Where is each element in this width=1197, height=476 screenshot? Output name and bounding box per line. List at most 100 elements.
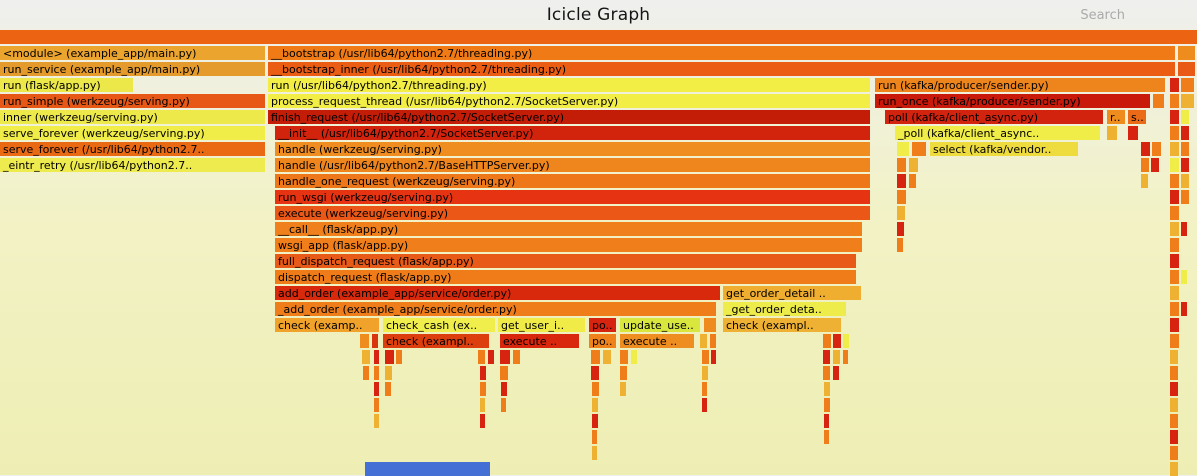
- frame-bar[interactable]: get_order_detail ..: [723, 286, 861, 300]
- frame-bar[interactable]: [1170, 286, 1179, 300]
- frame-bar[interactable]: [1170, 270, 1179, 284]
- frame-bar[interactable]: _poll (kafka/client_async..: [895, 126, 1100, 140]
- frame-bar[interactable]: [385, 350, 394, 364]
- frame-bar[interactable]: [620, 350, 628, 364]
- frame-bar[interactable]: [1141, 174, 1148, 188]
- frame-bar[interactable]: [1170, 446, 1178, 460]
- frame-bar[interactable]: [824, 398, 830, 412]
- frame-bar[interactable]: [823, 334, 831, 348]
- frame-bar[interactable]: [1170, 382, 1178, 396]
- frame-bar[interactable]: [1170, 414, 1178, 428]
- frame-bar[interactable]: [823, 350, 830, 364]
- frame-bar[interactable]: [912, 142, 926, 156]
- frame-bar[interactable]: [897, 206, 905, 220]
- frame-bar[interactable]: [1170, 222, 1179, 236]
- frame-bar[interactable]: [1170, 142, 1179, 156]
- frame-bar[interactable]: poll (kafka/client_async.py): [885, 110, 1103, 124]
- frame-bar[interactable]: [501, 382, 507, 396]
- frame-bar[interactable]: [592, 430, 597, 444]
- frame-bar[interactable]: _add_order (example_app/service/order.py…: [275, 302, 716, 316]
- frame-bar[interactable]: [702, 398, 707, 412]
- frame-bar[interactable]: wsgi_app (flask/app.py): [275, 238, 862, 252]
- frame-bar[interactable]: [702, 350, 709, 364]
- frame-bar[interactable]: [374, 414, 379, 428]
- frame-bar[interactable]: [711, 350, 716, 364]
- frame-bar[interactable]: [1170, 334, 1179, 348]
- frame-bar[interactable]: [702, 382, 707, 396]
- frame-bar[interactable]: select (kafka/vendor..: [930, 142, 1078, 156]
- frame-bar[interactable]: [833, 350, 840, 364]
- frame-bar[interactable]: dispatch_request (flask/app.py): [275, 270, 856, 284]
- frame-bar[interactable]: [1181, 158, 1189, 172]
- frame-bar[interactable]: handle_one_request (werkzeug/serving.py): [275, 174, 870, 188]
- frame-bar[interactable]: [702, 366, 708, 380]
- frame-bar[interactable]: [710, 334, 716, 348]
- frame-bar[interactable]: run_wsgi (werkzeug/serving.py): [275, 190, 870, 204]
- frame-bar[interactable]: po..: [589, 334, 616, 348]
- frame-bar[interactable]: run (flask/app.py): [0, 78, 133, 92]
- frame-bar[interactable]: [824, 382, 830, 396]
- frame-bar[interactable]: [480, 414, 485, 428]
- frame-bar[interactable]: __init__ (/usr/lib64/python2.7/SocketSer…: [275, 126, 870, 140]
- frame-bar[interactable]: [833, 334, 841, 348]
- frame-bar[interactable]: [372, 334, 378, 348]
- frame-bar[interactable]: [1170, 126, 1179, 140]
- frame-bar[interactable]: [603, 350, 611, 364]
- frame-bar[interactable]: [385, 366, 392, 380]
- frame-bar[interactable]: full_dispatch_request (flask/app.py): [275, 254, 856, 268]
- frame-bar[interactable]: [592, 446, 597, 460]
- frame-bar[interactable]: [1170, 254, 1179, 268]
- frame-bar[interactable]: [1170, 238, 1179, 252]
- frame-bar[interactable]: [0, 30, 1197, 44]
- frame-bar[interactable]: check (exampl..: [723, 318, 841, 332]
- frame-bar[interactable]: serve_forever (werkzeug/serving.py): [0, 126, 265, 140]
- frame-bar[interactable]: [1170, 302, 1179, 316]
- frame-bar[interactable]: [1170, 190, 1179, 204]
- frame-bar[interactable]: [501, 398, 506, 412]
- frame-bar[interactable]: [385, 382, 391, 396]
- frame-bar[interactable]: [833, 366, 839, 380]
- frame-bar[interactable]: [1181, 126, 1189, 140]
- frame-bar[interactable]: serve_forever (/usr/lib64/python2.7..: [0, 142, 265, 156]
- frame-bar[interactable]: add_order (example_app/service/order.py): [275, 286, 720, 300]
- frame-bar[interactable]: [374, 350, 379, 364]
- frame-bar[interactable]: run (kafka/producer/sender.py): [875, 78, 1165, 92]
- frame-bar[interactable]: [824, 414, 829, 428]
- frame-bar[interactable]: <module> (example_app/main.py): [0, 46, 265, 60]
- frame-bar[interactable]: [897, 190, 906, 204]
- frame-bar[interactable]: [909, 174, 916, 188]
- frame-bar[interactable]: [1170, 94, 1179, 108]
- frame-bar[interactable]: [592, 398, 598, 412]
- frame-bar[interactable]: [631, 350, 637, 364]
- frame-bar[interactable]: __call__ (flask/app.py): [275, 222, 862, 236]
- frame-bar[interactable]: [500, 366, 508, 380]
- frame-bar[interactable]: [1181, 110, 1189, 124]
- frame-bar[interactable]: update_use..: [620, 318, 700, 332]
- frame-bar[interactable]: [704, 318, 716, 332]
- frame-bar[interactable]: [897, 222, 904, 236]
- frame-bar[interactable]: [1170, 158, 1179, 172]
- frame-bar[interactable]: [620, 382, 626, 396]
- frame-bar[interactable]: _eintr_retry (/usr/lib64/python2.7..: [0, 158, 265, 172]
- frame-bar[interactable]: handle (werkzeug/serving.py): [275, 142, 870, 156]
- frame-bar[interactable]: [897, 142, 909, 156]
- frame-bar[interactable]: [1170, 462, 1178, 476]
- frame-bar[interactable]: __bootstrap (/usr/lib64/python2.7/thread…: [268, 46, 1175, 60]
- frame-bar[interactable]: [1170, 206, 1179, 220]
- frame-bar[interactable]: po..: [589, 318, 616, 332]
- frame-bar[interactable]: [1170, 350, 1178, 364]
- frame-bar[interactable]: execute (werkzeug/serving.py): [275, 206, 870, 220]
- frame-bar[interactable]: [897, 238, 903, 252]
- frame-bar[interactable]: [396, 350, 402, 364]
- frame-bar[interactable]: check_cash (ex..: [383, 318, 495, 332]
- frame-bar[interactable]: [843, 350, 848, 364]
- frame-bar[interactable]: [824, 430, 829, 444]
- frame-bar[interactable]: [1153, 94, 1164, 108]
- frame-bar[interactable]: [1181, 174, 1189, 188]
- frame-bar[interactable]: [360, 334, 369, 348]
- frame-bar[interactable]: [365, 462, 490, 476]
- frame-bar[interactable]: process_request_thread (/usr/lib64/pytho…: [268, 94, 870, 108]
- frame-bar[interactable]: [1178, 62, 1195, 76]
- frame-bar[interactable]: run_service (example_app/main.py): [0, 62, 265, 76]
- frame-bar[interactable]: run_once (kafka/producer/sender.py): [875, 94, 1150, 108]
